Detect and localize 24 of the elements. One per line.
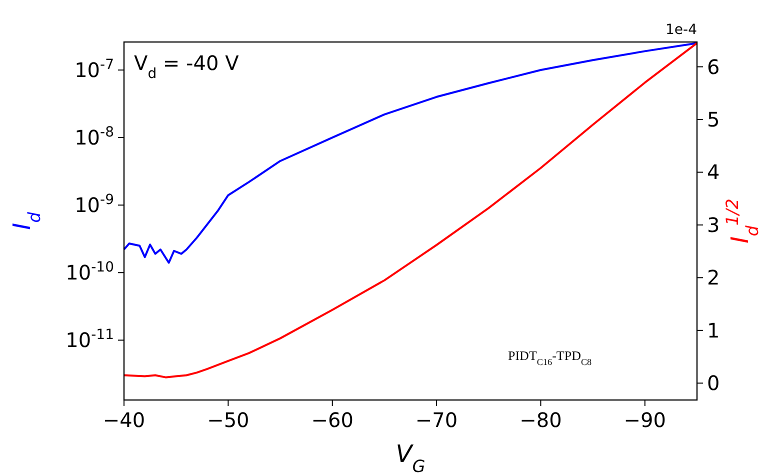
annotation: PIDT$_{C16}$-TPD$_{C8}$ [508,348,592,367]
y2-tick-label: 1 [707,318,720,342]
y2-tick-label: 2 [707,266,720,290]
x-tick-label: −80 [520,408,562,432]
line-series [123,42,698,378]
text: 1e-4 [666,22,698,38]
y2-tick-label: 0 [707,371,720,396]
x-tick-label: −60 [311,408,354,432]
y2-tick-label: 4 [707,160,720,184]
x-tick-label: −70 [415,408,458,432]
y-tick-label: 10$^{-11}$ [66,327,114,352]
x-axis-title: V$_{G}$ [396,440,426,473]
y2-tick-label: 5 [707,108,720,132]
x-tick-label: −90 [624,408,666,432]
y2-tick-label: 3 [707,212,720,237]
y-tick-label: 10$^{-9}$ [74,192,114,218]
x-tick-label: −50 [207,408,250,432]
y-tick-label: 10$^{-10}$ [66,260,114,285]
y2-tick-label: 6 [707,54,720,79]
y-tick-label: 10$^{-7}$ [74,57,114,82]
line-series [123,42,698,264]
y-tick-label: 10$^{-8}$ [74,124,114,150]
x-tick-label: −40 [102,408,146,432]
annotation: V$_{d}$ = -40 V [134,51,240,82]
